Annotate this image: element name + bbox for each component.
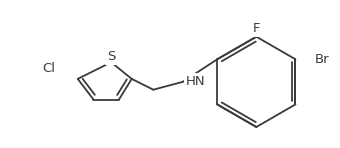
Text: Cl: Cl <box>42 62 55 75</box>
Text: S: S <box>107 50 115 63</box>
Text: F: F <box>253 22 260 35</box>
Text: Br: Br <box>315 53 330 66</box>
Text: HN: HN <box>186 75 205 88</box>
